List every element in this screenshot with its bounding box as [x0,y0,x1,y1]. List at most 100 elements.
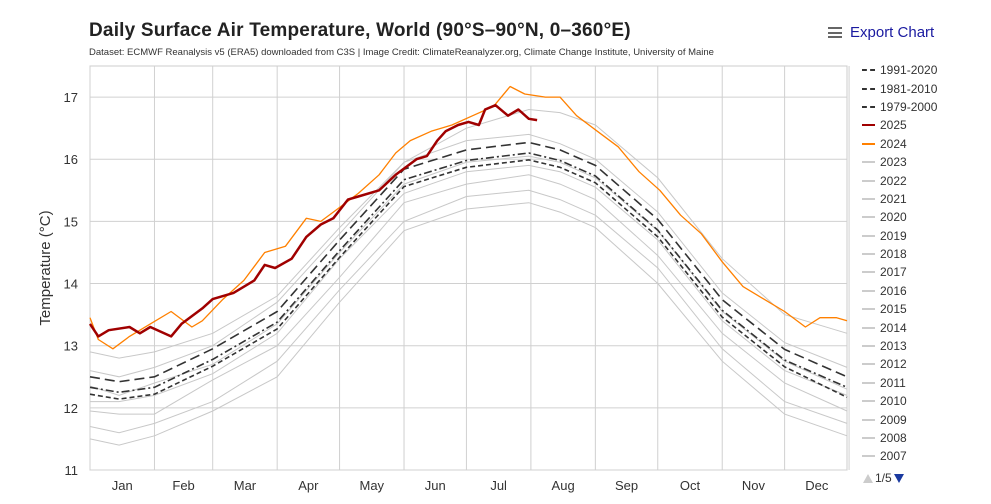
legend-item-2020[interactable]: 2020 [862,208,937,226]
legend-swatch [862,216,875,219]
legend-label: 2009 [880,412,907,427]
other-year-line [89,174,848,415]
legend-swatch [862,271,875,274]
legend-label: 2012 [880,357,907,372]
legend-item-2019[interactable]: 2019 [862,227,937,245]
legend-label: 2020 [880,210,907,225]
legend-swatch [862,400,875,403]
legend-label: 2013 [880,339,907,354]
other-year-line [89,202,848,446]
legend-item-2007[interactable]: 2007 [862,447,937,465]
legend-swatch [862,87,875,90]
legend-swatch [862,326,875,329]
legend-swatch [862,161,875,164]
legend-item-1979-2000[interactable]: 1979-2000 [862,98,937,116]
y-tick-label: 12 [64,401,78,416]
legend-item-2012[interactable]: 2012 [862,355,937,373]
legend-label: 1981-2010 [880,81,938,96]
legend-page-down-icon[interactable] [893,473,904,483]
legend-label: 2008 [880,431,907,445]
legend-item-2015[interactable]: 2015 [862,300,937,318]
other-year-line [89,155,848,396]
x-tick-label-jun: Jun [425,478,446,493]
y-tick-label: 11 [65,463,79,478]
legend-page-up-icon[interactable] [863,473,873,483]
y-tick-label: 16 [64,152,78,167]
legend-swatch [862,124,875,127]
series-line-2024 [89,85,848,350]
legend-label: 2024 [880,136,907,151]
legend-swatch [862,345,875,348]
plot-area [89,65,848,471]
export-chart-button[interactable]: Export Chart [828,24,934,41]
y-tick-label: 14 [64,277,78,292]
legend-item-2016[interactable]: 2016 [862,282,937,300]
legend-pager: 1/5 [863,471,904,485]
legend-item-2018[interactable]: 2018 [862,245,937,263]
other-year-line [89,189,848,434]
chart-title: Daily Surface Air Temperature, World (90… [89,20,631,41]
x-tick-label-jan: Jan [112,478,133,493]
x-tick-label-may: May [360,478,385,493]
x-tick-label-mar: Mar [234,478,257,493]
legend-label: 2018 [880,247,907,262]
legend-label: 2010 [880,394,907,409]
hamburger-menu-icon [828,27,842,38]
series-line-1981-2010 [89,152,848,394]
other-year-line [89,108,848,359]
y-tick-label: 15 [64,214,78,229]
legend-label: 2019 [880,228,907,243]
legend-label: 2016 [880,283,907,298]
legend-item-2022[interactable]: 2022 [862,171,937,189]
legend-label: 2022 [880,173,907,188]
x-tick-label-oct: Oct [680,478,701,493]
legend-item-2009[interactable]: 2009 [862,410,937,428]
legend-swatch [862,381,875,384]
legend-swatch [862,105,875,108]
legend-label: 2007 [880,449,907,464]
x-tick-label-nov: Nov [742,478,766,493]
legend-item-2008[interactable]: 2008 [862,429,937,447]
x-tick-label-aug: Aug [552,478,575,493]
legend-label: 2023 [880,155,907,170]
legend-item-2024[interactable]: 2024 [862,135,937,153]
legend-item-2017[interactable]: 2017 [862,263,937,281]
legend-label: 2015 [880,302,907,317]
legend-swatch [862,437,875,439]
export-chart-label: Export Chart [850,24,935,41]
legend-swatch [862,308,875,311]
y-axis-label: Temperature (°C) [37,210,54,325]
legend-swatch [862,363,875,366]
legend-swatch [862,253,875,256]
legend-label: 2014 [880,320,907,335]
legend-swatch [862,234,875,237]
legend-item-2013[interactable]: 2013 [862,337,937,355]
legend-label: 2011 [880,375,906,390]
legend-label: 1979-2000 [880,99,938,114]
x-tick-label-apr: Apr [298,478,319,493]
legend-label: 2025 [880,118,907,133]
y-tick-label: 13 [64,339,78,354]
other-year-line [90,164,848,403]
legend-item-2021[interactable]: 2021 [862,190,937,208]
legend-page-indicator: 1/5 [875,471,892,485]
legend-label: 2017 [880,265,907,280]
x-tick-label-dec: Dec [805,478,829,493]
legend-item-2011[interactable]: 2011 [862,374,937,392]
x-tick-label-sep: Sep [615,478,638,493]
legend-item-2014[interactable]: 2014 [862,318,937,336]
x-tick-label-jul: Jul [490,478,507,493]
legend-item-1981-2010[interactable]: 1981-2010 [862,79,937,97]
x-tick-label-feb: Feb [172,478,194,493]
legend-swatch [862,455,875,458]
legend-item-2023[interactable]: 2023 [862,153,937,171]
legend-swatch [862,179,875,182]
legend: 1991-2020 1981-2010 1979-2000 2025 2024 2023 2… [862,61,937,466]
legend-item-1991-2020[interactable]: 1991-2020 [862,61,937,79]
legend-item-2025[interactable]: 2025 [862,116,937,134]
legend-item-2010[interactable]: 2010 [862,392,937,410]
legend-swatch [862,142,875,145]
legend-swatch [862,69,875,72]
